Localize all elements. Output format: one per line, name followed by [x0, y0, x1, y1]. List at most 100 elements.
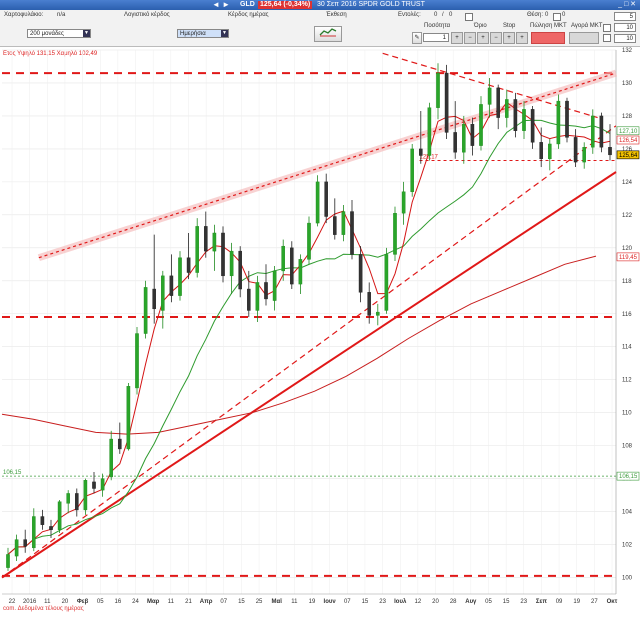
candle-body — [522, 109, 526, 131]
exposure-label: Έκθεση — [326, 12, 347, 18]
x-tick-label: 28 — [450, 599, 457, 605]
candle-body — [272, 270, 277, 301]
candle-body — [401, 191, 406, 214]
positions-checkbox[interactable] — [553, 13, 561, 21]
qty-plus-icon[interactable]: + — [451, 32, 463, 44]
orders-sep: / — [442, 12, 444, 18]
candle-body — [367, 292, 372, 316]
x-tick-label: 05 — [97, 599, 104, 605]
symbol-label: GLD — [240, 1, 255, 8]
candle-body — [384, 254, 389, 311]
candle-body — [496, 87, 501, 118]
x-tick-label: 07 — [220, 599, 227, 605]
x-tick-label: 09 — [556, 599, 563, 605]
interval-select[interactable]: Ημερήσια ▼ — [177, 29, 229, 38]
candle-body — [83, 480, 88, 511]
option-checkbox-2[interactable] — [603, 34, 611, 42]
stop-plus-icon[interactable]: + — [503, 32, 515, 44]
period-select-value: 200 μονάδες — [30, 31, 64, 37]
y-tick-label: 120 — [622, 246, 633, 252]
candle-body — [100, 478, 105, 491]
x-tick-label: 20 — [432, 599, 439, 605]
long-moving-average — [1, 255, 597, 435]
y-tick-label: 128 — [622, 114, 633, 120]
medium-moving-average — [7, 119, 611, 555]
chart-title: Ετος Υψηλό 131,15 Χαμηλό 102,49 — [3, 50, 98, 57]
axis-marker-label: 126,54 — [619, 138, 638, 144]
portfolio-value: n/a — [57, 12, 66, 18]
candle-body — [169, 275, 174, 296]
limit-label: Όριο — [474, 23, 487, 29]
window-controls[interactable]: _ □ ✕ — [618, 1, 636, 8]
x-tick-label: Ιουν — [324, 599, 337, 605]
candle-body — [315, 181, 320, 224]
candle-body — [324, 181, 329, 217]
candle-body — [92, 481, 96, 489]
x-tick-label: 2016 — [23, 599, 37, 605]
x-tick-label: Αυγ — [465, 599, 477, 605]
x-tick-label: Φεβ — [77, 599, 89, 605]
candle-body — [453, 132, 458, 153]
x-tick-label: 27 — [591, 599, 598, 605]
limit-plus-icon[interactable]: + — [477, 32, 489, 44]
orders-value2: 0 — [449, 12, 453, 18]
orders-value: 0 — [434, 12, 438, 18]
right-field-1[interactable]: 5 — [614, 12, 636, 21]
axis-marker-label: 119,45 — [619, 255, 638, 261]
candle-body — [229, 250, 234, 277]
edit-icon[interactable]: ✎ — [412, 32, 422, 44]
y-tick-label: 114 — [622, 345, 632, 351]
x-tick-label: Μαρ — [147, 599, 160, 605]
candle-body — [298, 259, 303, 285]
quantity-field[interactable]: 1 — [423, 33, 449, 42]
trend-line — [1, 125, 617, 578]
x-tick-label: 24 — [132, 599, 139, 605]
candle-body — [393, 212, 397, 255]
logical-profit-label: Λογιστικό κέρδος — [124, 12, 170, 18]
chart-type-button[interactable] — [314, 26, 342, 42]
candle-body — [238, 250, 243, 290]
y-tick-label: 118 — [622, 279, 632, 285]
candle-body — [160, 275, 165, 311]
x-tick-label: 16 — [115, 599, 122, 605]
trend-line — [38, 72, 617, 259]
candle-body — [565, 100, 569, 138]
limit-minus-icon[interactable]: − — [464, 32, 476, 44]
candle-body — [212, 232, 217, 252]
nav-arrows-icon[interactable]: ◄ ► — [212, 0, 231, 9]
period-select[interactable]: 200 μονάδες ▼ — [27, 29, 91, 38]
candle-body — [462, 123, 466, 153]
right-field-3[interactable]: 10 — [614, 34, 636, 43]
x-tick-label: 20 — [62, 599, 69, 605]
orders-checkbox[interactable] — [465, 13, 473, 21]
sell-market-button[interactable] — [531, 32, 565, 44]
x-tick-label: 22 — [9, 599, 16, 605]
trend-line — [1, 171, 617, 579]
candle-body — [548, 143, 552, 160]
candle-body — [427, 107, 432, 156]
candle-body — [74, 493, 79, 511]
candle-body — [281, 245, 286, 272]
axis-markers: 127,10 126,54 125,64 119,45 106,15 — [616, 126, 640, 481]
orders-label: Εντολές: — [398, 12, 421, 18]
candle-body — [505, 99, 509, 118]
right-field-2[interactable]: 10 — [614, 23, 636, 32]
candle-body — [255, 282, 260, 311]
axis-marker-label: 127,10 — [619, 129, 638, 135]
trading-toolbar: Χαρτοφυλάκιο: n/a Λογιστικό κέρδος Κέρδο… — [0, 10, 640, 47]
instrument-description: 30 Σεπ 2016 SPDR GOLD TRUST — [317, 1, 425, 8]
price-badge: 125,64 (-0,34%) — [258, 1, 313, 9]
candle-body — [109, 438, 113, 478]
price-chart: Ετος Υψηλό 131,15 Χαμηλό 102,49 100 102 10… — [1, 48, 640, 605]
candle-body — [203, 226, 208, 252]
stop-minus-icon[interactable]: − — [490, 32, 502, 44]
positions-value2: 0 — [562, 12, 566, 18]
candle-body — [530, 109, 535, 143]
quantity-label: Ποσότητα — [424, 23, 451, 29]
option-checkbox-1[interactable] — [603, 24, 611, 32]
stop-toggle-icon[interactable]: + — [516, 32, 528, 44]
candle-body — [419, 148, 423, 156]
sell-market-label: Πώληση ΜΚΤ — [530, 23, 567, 29]
buy-market-button[interactable] — [569, 32, 599, 44]
